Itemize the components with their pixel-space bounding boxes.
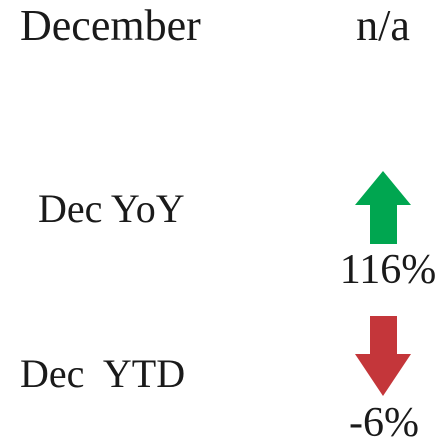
row-value: n/a bbox=[356, 1, 410, 50]
row-value: 116% bbox=[340, 247, 436, 293]
arrow-up bbox=[355, 171, 411, 244]
row-label: December bbox=[20, 1, 201, 50]
row-label: Dec YTD bbox=[20, 351, 185, 396]
arrow-icon bbox=[355, 171, 411, 244]
row-value: -6% bbox=[349, 400, 419, 446]
arrow-icon bbox=[355, 316, 411, 396]
row-label: Dec YoY bbox=[38, 186, 185, 231]
arrow-down bbox=[355, 316, 411, 396]
